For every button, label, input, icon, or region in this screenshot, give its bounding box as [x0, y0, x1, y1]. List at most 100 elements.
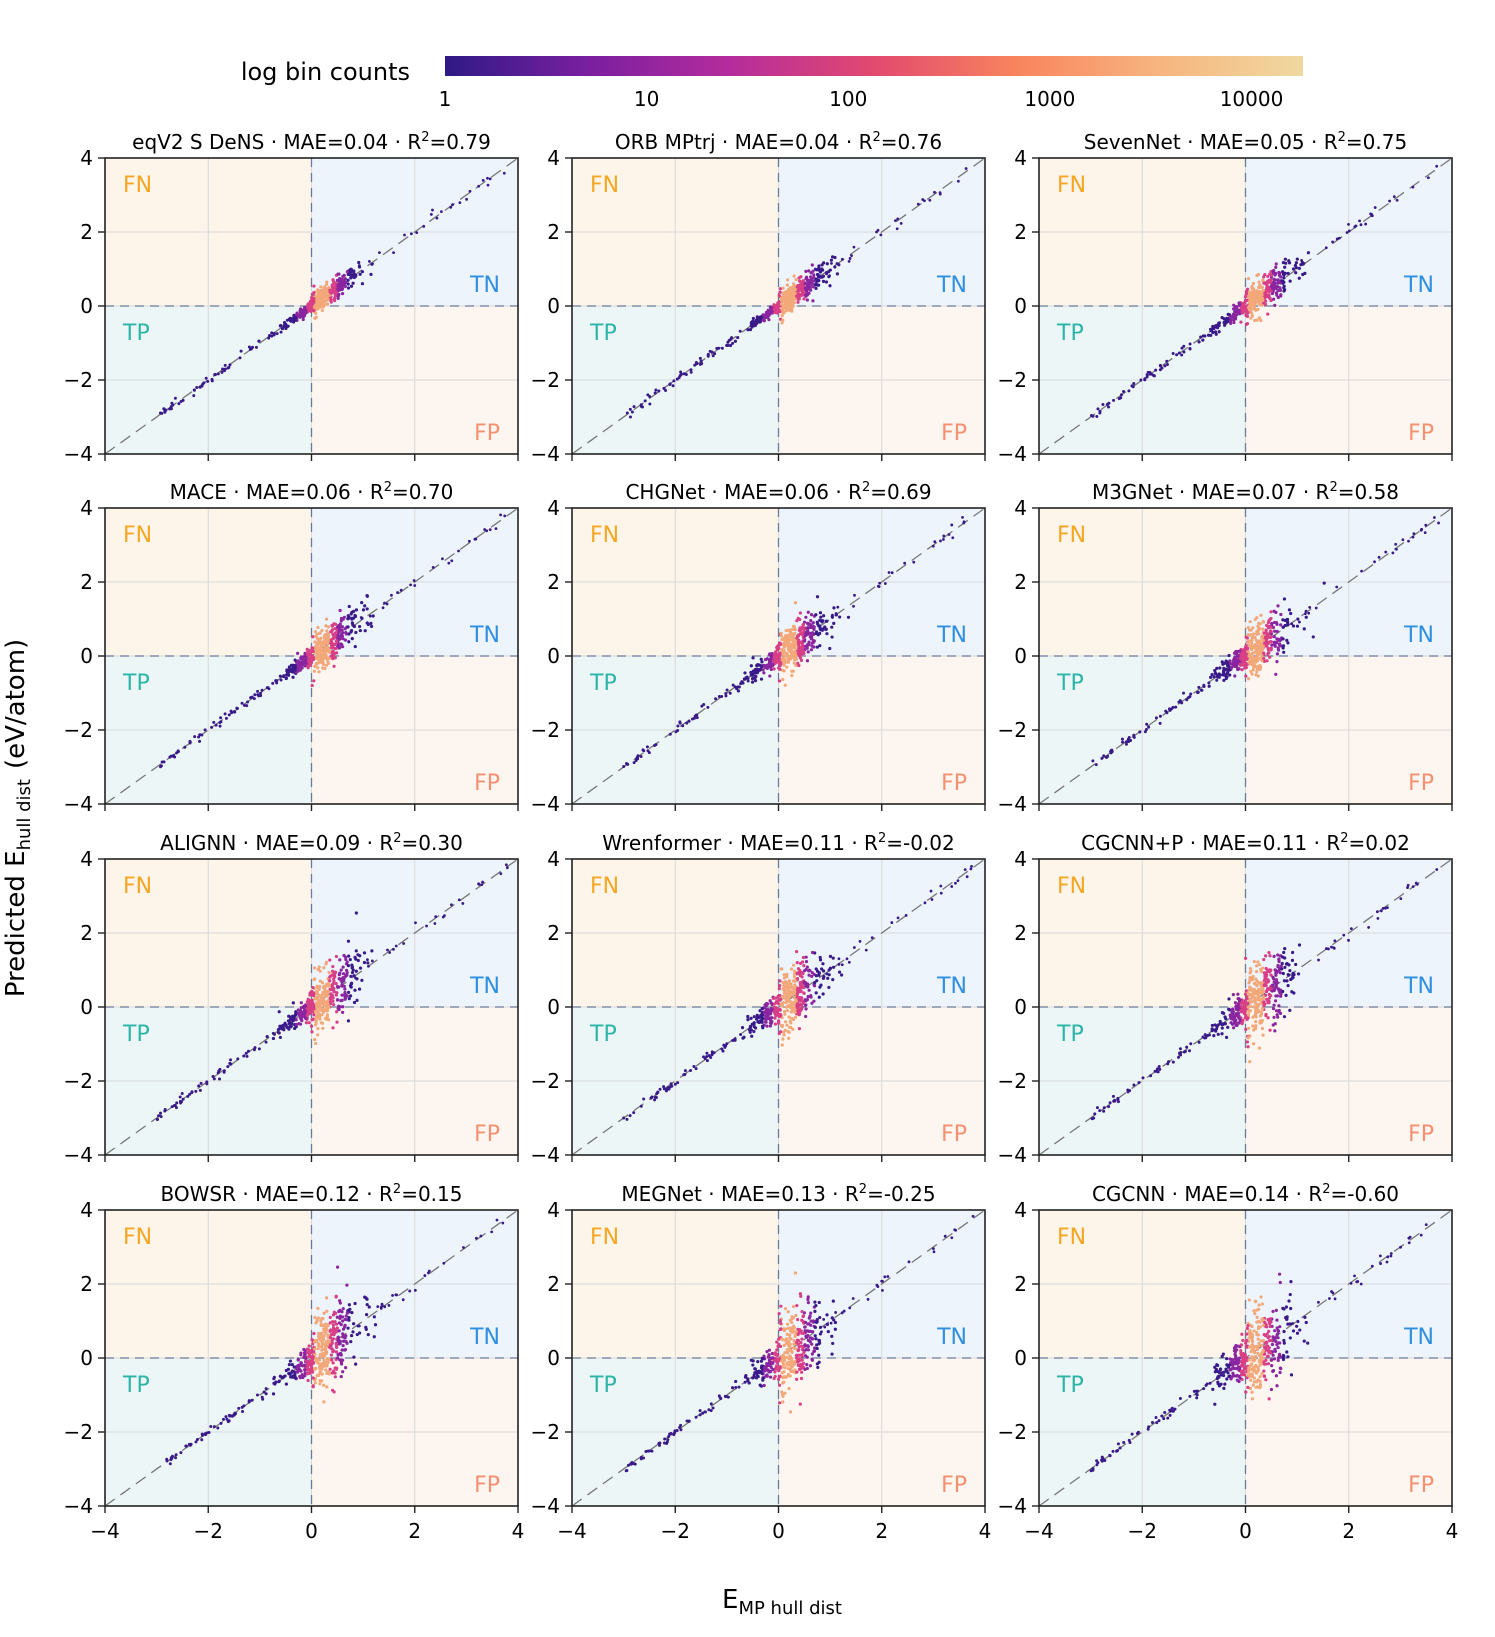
y-tick-label: −4 — [531, 1494, 560, 1518]
y-tick-label: 2 — [547, 921, 560, 945]
subplot-title: CHGNet · MAE=0.06 · R2=0.69 — [625, 480, 931, 504]
r2-value: -0.25 — [884, 1182, 936, 1206]
title-sep: = — [886, 831, 903, 855]
quadrant-label-fn: FN — [1057, 874, 1086, 899]
y-tick-label: −2 — [998, 1420, 1027, 1444]
mae-value: 0.04 — [344, 130, 389, 154]
r2-value: 0.02 — [1365, 831, 1410, 855]
y-tick-label: 0 — [547, 644, 560, 668]
y-tick-label: 0 — [547, 1346, 560, 1370]
y-tick-label: 0 — [80, 294, 93, 318]
y-tick-label: −4 — [531, 792, 560, 816]
y-tick-label: 4 — [547, 1198, 560, 1222]
subplot-title: BOWSR · MAE=0.12 · R2=0.15 — [161, 1182, 463, 1206]
quadrant-label-fp: FP — [941, 421, 967, 446]
title-sep: = — [402, 831, 419, 855]
r2-value: 0.30 — [418, 831, 463, 855]
title-sep: · R — [388, 130, 421, 154]
model-name: M3GNet — [1092, 480, 1173, 504]
quadrant-label-tp: TP — [589, 671, 617, 696]
r2-superscript: 2 — [1338, 130, 1346, 145]
quadrant-label-tp: TP — [122, 1022, 150, 1047]
colorbar-tick-label: 10 — [634, 87, 659, 111]
density-points — [1090, 868, 1439, 1121]
quadrant-label-fp: FP — [474, 1122, 500, 1147]
density-points — [625, 167, 968, 419]
y-tick-label: 0 — [1014, 995, 1027, 1019]
r2-superscript: 2 — [1329, 480, 1337, 495]
subplot-title: CGCNN · MAE=0.14 · R2=-0.60 — [1092, 1182, 1399, 1206]
quadrant-label-fp: FP — [941, 771, 967, 796]
x-axis-label-sub: MP hull dist — [738, 1598, 842, 1619]
density-points — [1089, 1223, 1428, 1473]
model-name: eqV2 S DeNS — [132, 130, 264, 154]
r2-superscript: 2 — [393, 831, 401, 846]
title-sep: · R — [1296, 480, 1329, 504]
title-sep: · R — [360, 831, 393, 855]
y-tick-label: 0 — [547, 294, 560, 318]
x-tick-label: 4 — [512, 1519, 525, 1543]
title-sep: = — [392, 480, 409, 504]
mae-value: 0.04 — [795, 130, 840, 154]
r2-value: 0.15 — [418, 1182, 463, 1206]
model-name: CGCNN — [1092, 1182, 1165, 1206]
title-sep: · R — [1305, 130, 1338, 154]
r2-superscript: 2 — [1340, 831, 1348, 846]
x-tick-label: 0 — [772, 1519, 785, 1543]
subplot-title: ALIGNN · MAE=0.09 · R2=0.30 — [160, 831, 463, 855]
colorbar-label: log bin counts — [241, 58, 410, 86]
y-tick-label: 4 — [1014, 1198, 1027, 1222]
mae-value: 0.14 — [1245, 1182, 1290, 1206]
quadrant-label-fp: FP — [1408, 421, 1434, 446]
quadrant-label-tn: TN — [469, 974, 500, 999]
y-tick-label: −2 — [998, 368, 1027, 392]
subplot-title: eqV2 S DeNS · MAE=0.04 · R2=0.79 — [132, 130, 491, 154]
quadrant-label-tn: TN — [936, 974, 967, 999]
title-sep: = — [401, 1182, 418, 1206]
title-sep: · R — [826, 1182, 859, 1206]
quadrant-label-tn: TN — [936, 1325, 967, 1350]
y-tick-label: 0 — [1014, 644, 1027, 668]
subplot: FN TN TP FP −4 −2 0 2 4 eqV2 S DeNS · MAE=0.04 · … — [64, 130, 519, 466]
y-tick-label: −4 — [531, 1143, 560, 1167]
quadrant-label-fn: FN — [123, 523, 152, 548]
title-sep: = — [1331, 1182, 1348, 1206]
title-sep: · R — [1289, 1182, 1322, 1206]
y-tick-label: −4 — [998, 1494, 1027, 1518]
y-tick-label: 0 — [80, 995, 93, 1019]
density-points — [155, 863, 509, 1122]
quadrant-label-tp: TP — [1056, 671, 1084, 696]
subplot: FN TN TP FP −4−4 −2 −2 0 0 2 2 4 4 CGCNN · MAE=0.14 ·… — [998, 1182, 1459, 1543]
quadrant-label-tp: TP — [1056, 1022, 1084, 1047]
x-tick-label: 2 — [408, 1519, 421, 1543]
y-tick-label: −4 — [998, 1143, 1027, 1167]
quadrant-label-tn: TN — [469, 1325, 500, 1350]
title-sep: · MAE= — [702, 1182, 781, 1206]
title-sep: · MAE= — [1183, 831, 1262, 855]
y-tick-label: −2 — [998, 718, 1027, 742]
quadrant-label-fn: FN — [1057, 1225, 1086, 1250]
quadrant-label-fp: FP — [474, 1473, 500, 1498]
r2-superscript: 2 — [384, 480, 392, 495]
y-axis-label-unit: (eV/atom) — [1, 639, 31, 769]
density-points — [622, 864, 973, 1121]
title-sep: · MAE= — [227, 480, 306, 504]
title-sep: · R — [1307, 831, 1340, 855]
model-name: SevenNet — [1084, 130, 1181, 154]
model-name: BOWSR — [161, 1182, 237, 1206]
subplot: FN TN TP FP −4 −2 0 2 4 Wrenformer · MAE=0.11 · R… — [531, 831, 986, 1167]
r2-value: 0.79 — [446, 130, 491, 154]
title-sep: = — [867, 1182, 884, 1206]
y-tick-label: 4 — [1014, 847, 1027, 871]
density-points — [1090, 164, 1439, 419]
y-tick-label: −2 — [531, 1069, 560, 1093]
model-name: CGCNN+P — [1081, 831, 1183, 855]
mae-value: 0.06 — [306, 480, 351, 504]
mae-value: 0.11 — [1263, 831, 1308, 855]
title-sep: = — [870, 480, 887, 504]
r2-superscript: 2 — [1322, 1182, 1330, 1197]
y-tick-label: −4 — [998, 792, 1027, 816]
quadrant-label-tp: TP — [1056, 1373, 1084, 1398]
r2-value: 0.70 — [409, 480, 454, 504]
